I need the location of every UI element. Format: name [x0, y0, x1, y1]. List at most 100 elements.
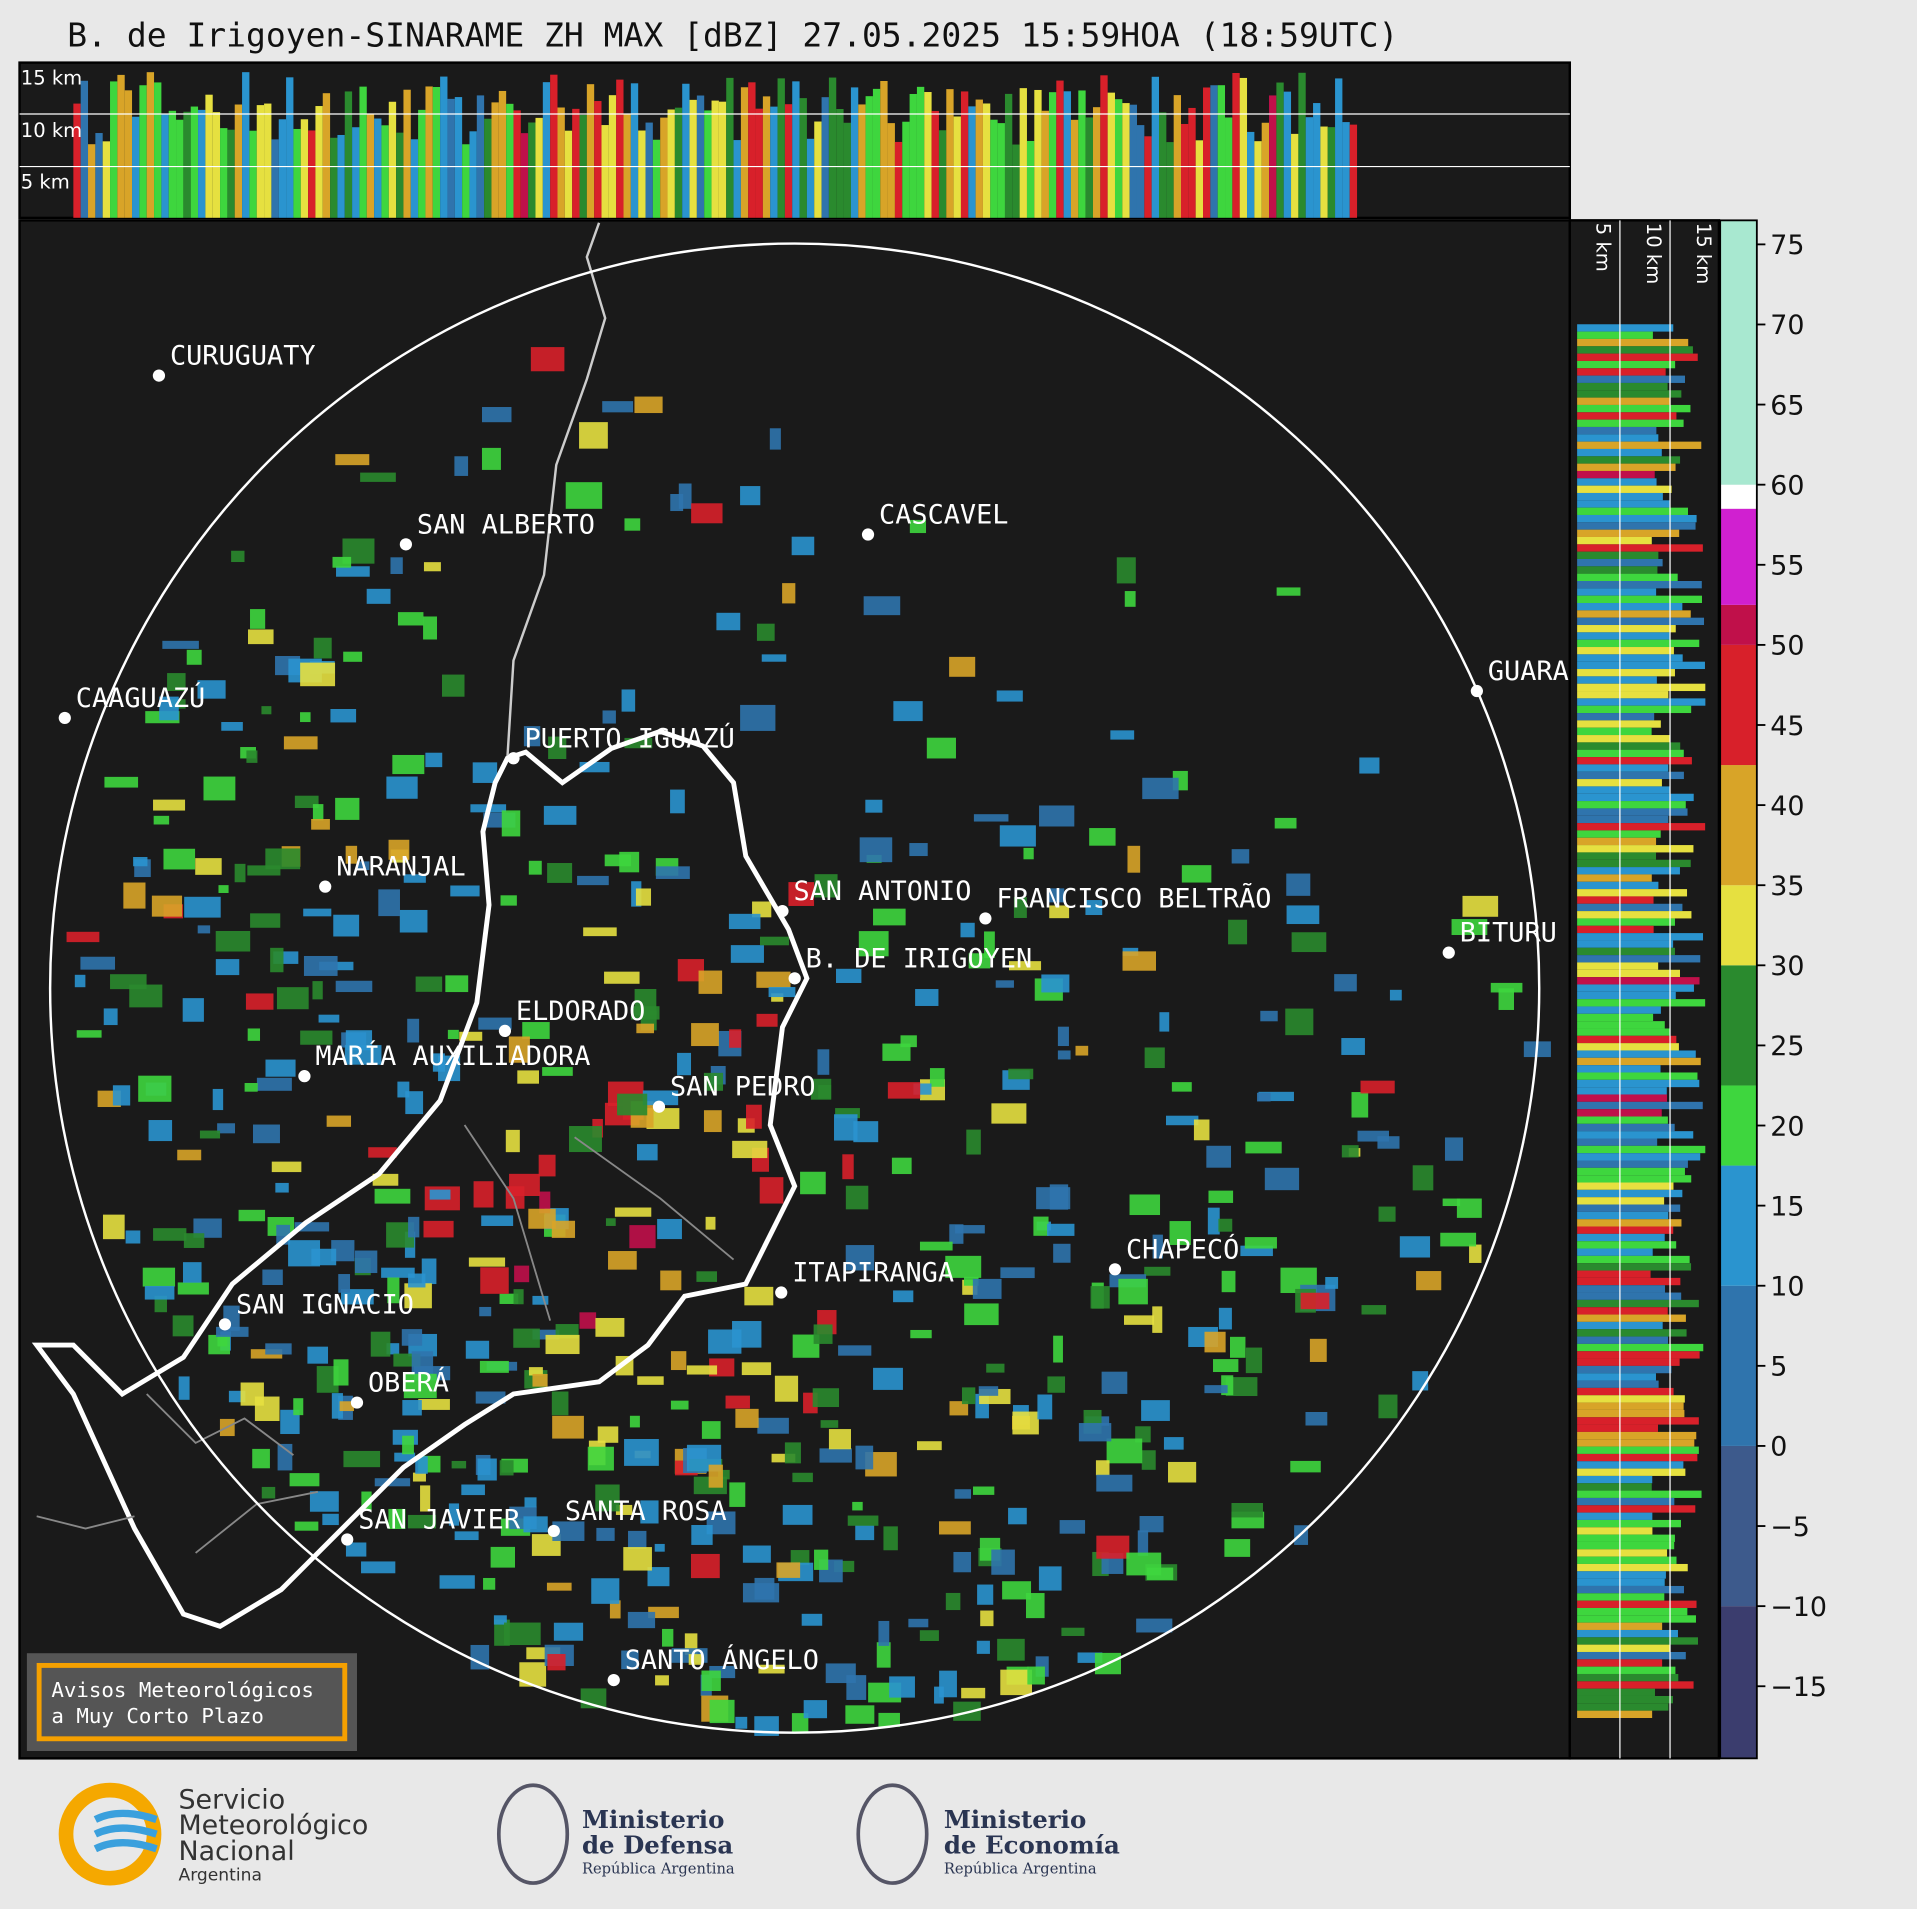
- echo-column: [447, 98, 455, 218]
- echo-column: [894, 141, 903, 218]
- radar-echo: [1141, 1400, 1170, 1421]
- echo-row: [1577, 1197, 1665, 1205]
- echo-row: [1577, 815, 1669, 824]
- radar-echo: [335, 797, 360, 820]
- radar-echo: [999, 825, 1036, 847]
- radar-echo: [345, 1030, 373, 1051]
- radar-echo: [123, 882, 146, 909]
- radar-echo: [386, 776, 418, 799]
- echo-column: [403, 89, 411, 218]
- radar-echo: [1033, 1216, 1049, 1236]
- echo-column: [1239, 77, 1248, 218]
- city-label: PUERTO IGUAZÚ: [524, 722, 734, 754]
- echo-row: [1577, 977, 1700, 985]
- radar-echo: [517, 1070, 540, 1084]
- echo-row: [1577, 1116, 1668, 1124]
- radar-echo: [621, 1650, 639, 1670]
- radar-echo: [1221, 1270, 1236, 1293]
- radar-echo: [855, 1525, 875, 1541]
- echo-column: [960, 91, 969, 218]
- radar-echo: [1309, 1338, 1327, 1362]
- echo-column: [1056, 80, 1064, 218]
- logo-text: Argentina: [178, 1866, 261, 1886]
- colorbar-tick-label: 5: [1770, 1352, 1787, 1383]
- echo-column: [1004, 93, 1013, 218]
- radar-echo: [1357, 1130, 1390, 1142]
- radar-echo: [818, 1084, 832, 1099]
- radar-echo: [740, 704, 776, 731]
- echo-row: [1577, 830, 1661, 838]
- radar-echo: [1462, 895, 1499, 917]
- radar-echo: [891, 1157, 912, 1175]
- echo-row: [1577, 1673, 1679, 1682]
- echo-column: [1166, 142, 1174, 218]
- radar-echo: [991, 1549, 1015, 1575]
- echo-column: [462, 144, 470, 218]
- radar-echo: [432, 1053, 445, 1072]
- colorbar-segment: [1720, 885, 1757, 966]
- radar-echo: [523, 1516, 548, 1533]
- echo-column: [161, 113, 169, 218]
- radar-echo: [889, 1676, 915, 1698]
- radar-echo: [834, 1560, 855, 1573]
- radar-echo: [338, 1274, 351, 1293]
- radar-echo: [154, 1295, 167, 1313]
- city-dot: [1442, 946, 1455, 959]
- radar-echo: [602, 401, 634, 413]
- radar-echo: [415, 976, 443, 992]
- radar-echo: [524, 1497, 537, 1508]
- radar-echo: [1334, 974, 1357, 992]
- radar-echo: [991, 1103, 1027, 1124]
- radar-echo: [477, 1458, 497, 1481]
- echo-row: [1577, 705, 1692, 714]
- radar-echo: [448, 1503, 460, 1526]
- echo-column: [388, 101, 397, 218]
- radar-echo: [825, 1663, 856, 1684]
- radar-echo: [954, 1489, 972, 1499]
- radar-echo: [623, 1547, 652, 1571]
- echo-column: [740, 87, 749, 218]
- radar-echo: [1341, 1038, 1365, 1055]
- city-dot: [319, 880, 332, 893]
- radar-echo: [177, 1149, 202, 1161]
- radar-echo: [216, 1326, 249, 1337]
- colorbar-tick-label: 15: [1770, 1191, 1804, 1222]
- city-dot: [861, 528, 875, 541]
- radar-echo: [142, 1267, 176, 1287]
- echo-column: [469, 131, 477, 218]
- echo-row: [1577, 1365, 1672, 1374]
- colorbar-segment: [1720, 644, 1757, 766]
- radar-echo: [392, 754, 425, 775]
- colorbar-tick-label: 10: [1770, 1272, 1804, 1303]
- radar-echo: [701, 1421, 721, 1439]
- radar-echo: [835, 1108, 860, 1119]
- radar-echo: [526, 1647, 561, 1660]
- echo-row: [1577, 1490, 1702, 1498]
- radar-echo: [744, 1286, 774, 1306]
- echo-row: [1577, 346, 1693, 354]
- city-dot: [1470, 684, 1483, 698]
- radar-echo: [1469, 1244, 1482, 1263]
- radar-echo: [1169, 1221, 1191, 1245]
- echo-column: [953, 116, 961, 218]
- radar-echo: [151, 895, 183, 917]
- radar-echo: [579, 761, 610, 773]
- radar-echo: [394, 1452, 416, 1462]
- radar-echo: [646, 1108, 680, 1129]
- radar-echo: [916, 1441, 942, 1451]
- radar-echo: [312, 981, 323, 1000]
- radar-echo: [701, 1670, 721, 1691]
- notice-box[interactable]: [26, 1653, 357, 1752]
- radar-echo: [1047, 1376, 1066, 1393]
- radar-echo: [828, 1429, 851, 1450]
- radar-echo: [261, 1486, 276, 1499]
- echo-row: [1577, 1387, 1674, 1396]
- radar-echo: [407, 1514, 437, 1529]
- echo-row: [1577, 1299, 1699, 1308]
- echo-column: [1327, 127, 1336, 218]
- radar-echo: [759, 936, 789, 946]
- echo-row: [1577, 793, 1694, 802]
- echo-column: [513, 110, 521, 218]
- radar-echo: [939, 1521, 971, 1535]
- radar-echo: [1137, 1530, 1149, 1556]
